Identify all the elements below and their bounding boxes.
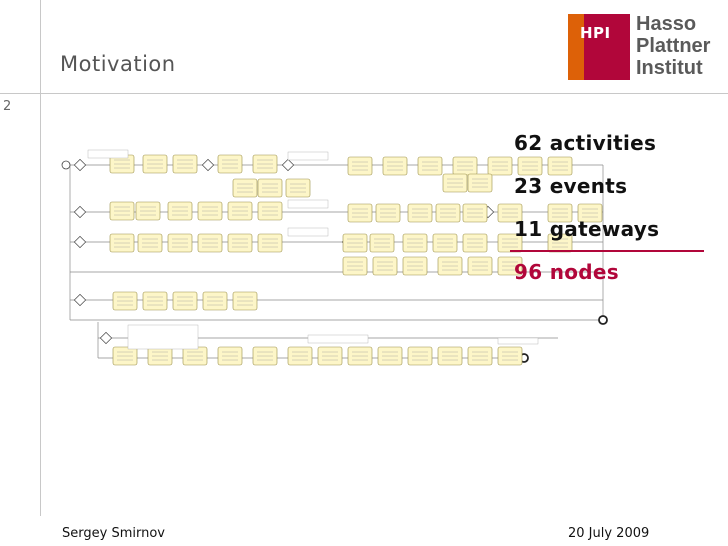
logo-line-2: Plattner — [636, 35, 711, 57]
annotation-box — [87, 149, 129, 159]
hpi-logo: HPI Hasso Plattner Institut — [568, 14, 718, 82]
footer-author: Sergey Smirnov — [62, 526, 165, 541]
start-event-icon — [61, 160, 71, 170]
gateway-icon — [73, 205, 87, 219]
stat-events: 23 events — [514, 174, 628, 198]
stat-gateways: 11 gateways — [514, 217, 660, 241]
logo-mark-text: HPI — [580, 24, 611, 42]
gateway-icon — [201, 158, 215, 172]
gateway-icon — [73, 158, 87, 172]
end-event-icon — [598, 315, 608, 325]
page-number: 2 — [3, 99, 12, 114]
annotation-box — [127, 324, 199, 350]
footer-date: 20 July 2009 — [568, 526, 650, 541]
gateway-icon — [73, 235, 87, 249]
annotation-box — [287, 199, 329, 209]
annotation-box — [497, 337, 539, 345]
logo-accent-bar — [568, 14, 584, 80]
gateway-icon — [281, 158, 295, 172]
left-divider — [40, 0, 41, 516]
model-statistics: 62 activities 23 events 11 gateways 96 n… — [514, 128, 659, 300]
stat-activities: 62 activities — [514, 131, 657, 155]
gateway-icon — [99, 331, 113, 345]
annotation-box — [287, 151, 329, 161]
header-divider — [0, 93, 728, 94]
logo-wordmark: Hasso Plattner Institut — [636, 14, 710, 80]
gateway-icon — [73, 293, 87, 307]
logo-line-3: Institut — [636, 57, 703, 79]
process-model-diagram — [61, 149, 608, 366]
total-separator-rule — [510, 250, 704, 252]
logo-mark: HPI — [568, 14, 630, 80]
stat-nodes-total: 96 nodes — [514, 260, 619, 284]
annotation-box — [307, 334, 369, 344]
annotation-box — [287, 227, 329, 237]
slide-title: Motivation — [60, 52, 176, 76]
logo-line-1: Hasso — [636, 13, 697, 35]
